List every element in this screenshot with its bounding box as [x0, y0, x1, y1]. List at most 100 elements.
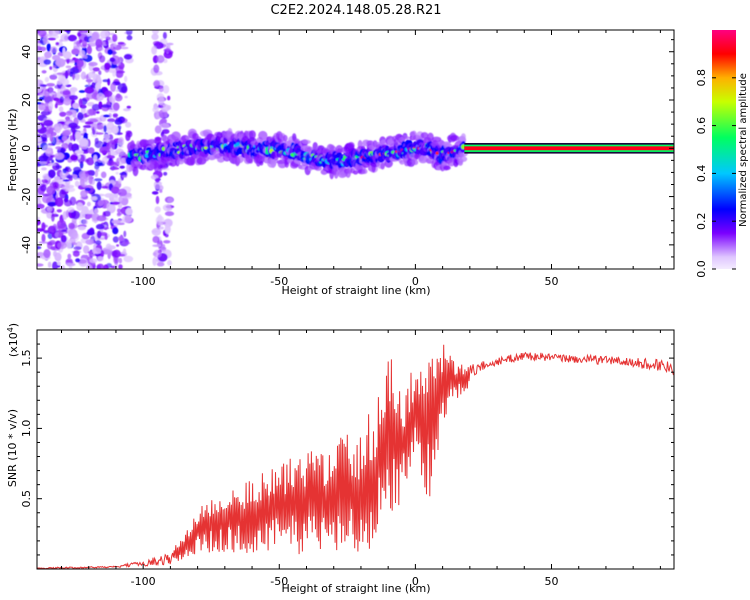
heatmap-noise-cell — [37, 30, 47, 37]
y-tick-label: 1.5 — [20, 349, 33, 367]
snr-series-line — [37, 344, 674, 569]
heatmap-noise-cell — [118, 257, 123, 264]
heatmap-noise-cell — [68, 238, 78, 243]
heatmap-noise-cell — [83, 245, 90, 254]
heatmap-noise-cell — [68, 122, 78, 129]
heatmap-noise-cell — [104, 90, 113, 98]
heatmap-noise-cell — [37, 228, 44, 232]
heatmap-noise-cell — [39, 252, 43, 257]
snr-y-multiplier: (x104) — [6, 323, 20, 357]
heatmap-noise-cell — [61, 135, 68, 142]
heatmap-noise-cell — [155, 215, 165, 225]
heatmap-noise-cell — [41, 133, 48, 142]
heatmap-noise-cell — [42, 144, 53, 154]
heatmap-halo-cell — [443, 165, 451, 171]
heatmap-noise-cell — [91, 247, 102, 254]
heatmap-noise-cell — [76, 202, 84, 211]
heatmap-noise-cell — [46, 83, 55, 87]
heatmap-noise-cell — [80, 71, 87, 80]
heatmap-noise-cell — [103, 133, 110, 140]
heatmap-noise-cell — [107, 49, 113, 55]
heatmap-noise-cell — [82, 219, 88, 225]
heatmap-noise-cell — [117, 188, 127, 197]
heatmap-noise-cell — [55, 42, 60, 46]
heatmap-halo-cell — [347, 142, 355, 150]
heatmap-noise-cell — [123, 195, 132, 200]
heatmap-noise-cell — [126, 35, 133, 41]
heatmap-noise-cell — [43, 119, 54, 127]
heatmap-noise-cell — [54, 126, 61, 134]
heatmap-halo-cell — [353, 170, 359, 175]
heatmap-noise-cell — [154, 206, 161, 213]
heatmap-noise-cell — [81, 40, 88, 47]
heatmap-noise-cell — [96, 181, 102, 190]
heatmap-noise-cell — [90, 196, 98, 201]
heatmap-noise-cell — [164, 211, 175, 217]
heatmap-noise-cell — [62, 47, 66, 57]
heatmap-noise-cell — [88, 61, 98, 67]
heatmap-noise-cell — [151, 230, 158, 233]
heatmap-noise-cell — [103, 264, 109, 269]
x-tick-label: -50 — [270, 275, 288, 288]
heatmap-noise-cell — [101, 150, 108, 154]
heatmap-halo-cell — [335, 145, 343, 154]
snr-x-axis-label: Height of straight line (km) — [281, 582, 430, 595]
heatmap-noise-cell — [60, 33, 70, 42]
heatmap-noise-cell — [84, 86, 95, 94]
heatmap-noise-cell — [125, 132, 131, 141]
heatmap-noise-cell — [103, 210, 111, 217]
heatmap-noise-cell — [62, 96, 72, 106]
heatmap-noise-cell — [71, 143, 80, 153]
heatmap-noise-cell — [109, 64, 118, 69]
heatmap-noise-cell — [156, 262, 165, 267]
heatmap-noise-cell — [93, 208, 99, 214]
heatmap-noise-cell — [111, 186, 120, 194]
heatmap-noise-cell — [125, 207, 133, 216]
heatmap-noise-cell — [100, 250, 105, 257]
heatmap-noise-cell — [78, 30, 89, 34]
heatmap-noise-cell — [57, 241, 67, 250]
heatmap-noise-cell — [97, 47, 105, 51]
heatmap-noise-cell — [162, 85, 170, 94]
spectrogram-heatmap — [37, 30, 674, 269]
heatmap-noise-cell — [96, 263, 104, 269]
y-tick-label: -40 — [20, 236, 33, 254]
heatmap-noise-cell — [56, 219, 67, 229]
heatmap-noise-cell — [93, 178, 103, 182]
heatmap-noise-cell — [52, 261, 59, 269]
heatmap-noise-cell — [152, 40, 161, 46]
heatmap-noise-cell — [58, 106, 64, 113]
heatmap-noise-cell — [115, 157, 125, 166]
heatmap-noise-cell — [65, 65, 72, 69]
heatmap-noise-cell — [93, 253, 102, 257]
heatmap-noise-cell — [62, 90, 71, 96]
heatmap-noise-cell — [72, 131, 77, 142]
heatmap-noise-cell — [41, 233, 46, 243]
colorbar-tick-label: 0.4 — [695, 165, 708, 183]
heatmap-noise-cell — [63, 197, 69, 203]
heatmap-noise-cell — [74, 150, 84, 154]
heatmap-noise-cell — [48, 101, 54, 111]
heatmap-noise-cell — [155, 177, 160, 183]
heatmap-noise-cell — [162, 31, 167, 40]
snr-y-ticks: 0.5 1.0 1.5 — [20, 343, 674, 556]
heatmap-noise-cell — [110, 265, 116, 269]
heatmap-noise-cell — [115, 253, 126, 257]
heatmap-noise-cell — [39, 161, 48, 165]
heatmap-noise-cell — [84, 187, 91, 192]
heatmap-noise-cell — [55, 58, 66, 68]
heatmap-noise-cell — [79, 138, 89, 147]
heatmap-noise-cell — [37, 104, 46, 111]
heatmap-noise-cell — [152, 235, 160, 244]
heatmap-noise-cell — [156, 55, 165, 63]
heatmap-halo-cell — [248, 130, 256, 139]
heatmap-noise-cell — [161, 104, 170, 112]
heatmap-noise-cell — [112, 70, 117, 77]
heatmap-noise-cell — [49, 66, 53, 70]
heatmap-noise-cell — [74, 180, 80, 187]
heatmap-noise-cell — [112, 102, 120, 111]
heatmap-noise-cell — [109, 57, 116, 63]
heatmap-noise-cell — [117, 208, 122, 214]
heatmap-noise-cell — [70, 67, 79, 75]
heatmap-noise-cell — [125, 30, 133, 36]
